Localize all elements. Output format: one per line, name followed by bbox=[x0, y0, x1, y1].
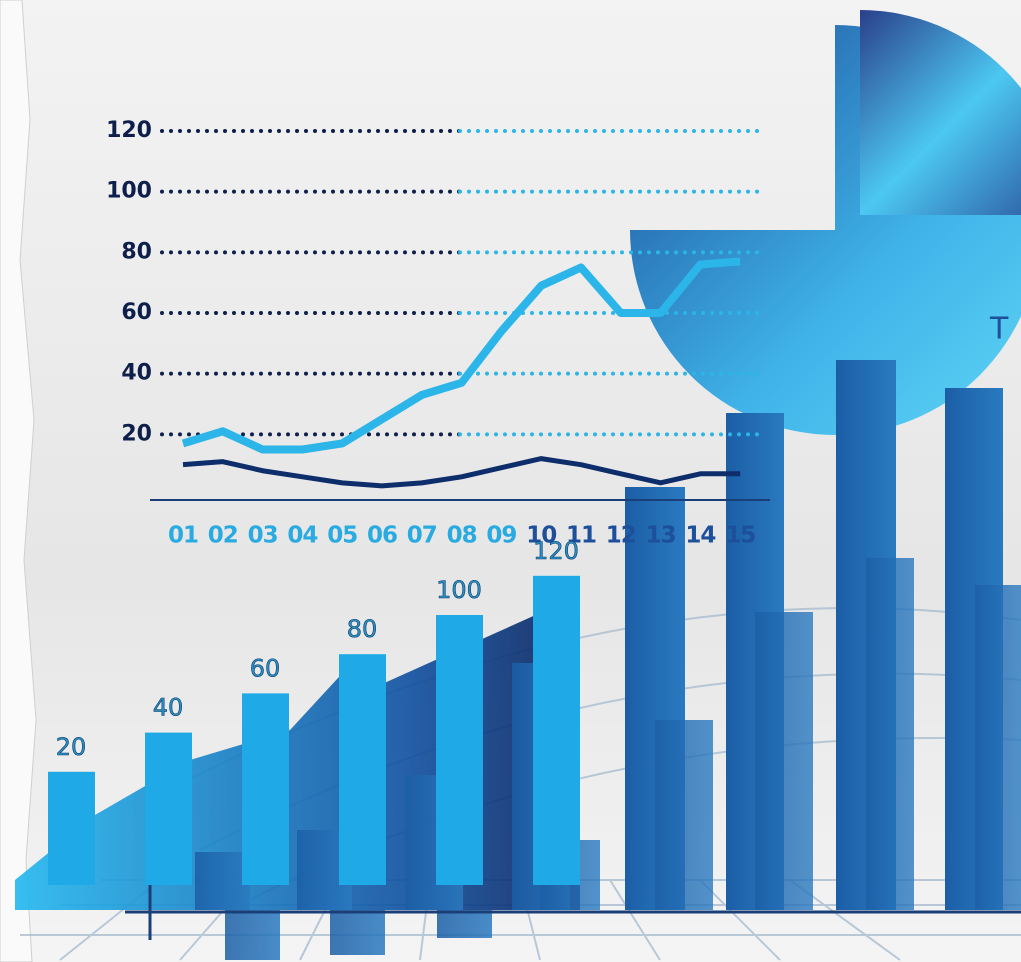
y-tick-label: 40 bbox=[121, 361, 152, 386]
bar-value-label: 100 bbox=[436, 576, 482, 604]
bar bbox=[145, 732, 192, 885]
line-series bbox=[181, 257, 741, 454]
x-tick-label: 05 bbox=[327, 523, 357, 549]
y-tick-label: 60 bbox=[121, 300, 152, 325]
bar-value-label: 40 bbox=[153, 694, 184, 722]
y-tick-label: 100 bbox=[106, 179, 152, 204]
x-tick-label: 04 bbox=[287, 523, 317, 549]
y-tick-label: 20 bbox=[121, 421, 152, 446]
bar bbox=[533, 575, 580, 885]
y-tick-label: 120 bbox=[106, 118, 152, 143]
line-series bbox=[182, 456, 741, 489]
x-tick-label: 01 bbox=[168, 523, 198, 549]
pie-label: T bbox=[989, 312, 1009, 347]
bar-value-label: 20 bbox=[56, 733, 87, 761]
bar bbox=[436, 615, 483, 885]
bar bbox=[48, 771, 95, 885]
bar bbox=[242, 693, 289, 885]
x-tick-label: 08 bbox=[447, 523, 477, 549]
x-tick-label: 12 bbox=[606, 523, 636, 549]
bar bbox=[339, 654, 386, 885]
bar-value-label: 120 bbox=[533, 537, 579, 565]
bar-value-label: 60 bbox=[250, 654, 281, 682]
x-tick-label: 13 bbox=[646, 523, 676, 549]
x-tick-label: 07 bbox=[407, 523, 437, 549]
pie-wedge bbox=[860, 10, 1021, 215]
x-tick-label: 09 bbox=[486, 523, 516, 549]
torn-paper-edge bbox=[0, 0, 37, 962]
x-tick-label: 02 bbox=[208, 523, 238, 549]
x-tick-label: 03 bbox=[248, 523, 278, 549]
bar-value-label: 80 bbox=[347, 615, 378, 643]
x-tick-label: 11 bbox=[566, 523, 596, 549]
x-tick-label: 15 bbox=[725, 523, 755, 549]
x-tick-label: 10 bbox=[526, 523, 556, 549]
x-tick-label: 06 bbox=[367, 523, 397, 549]
y-tick-label: 80 bbox=[121, 239, 152, 264]
x-tick-label: 14 bbox=[685, 523, 715, 549]
